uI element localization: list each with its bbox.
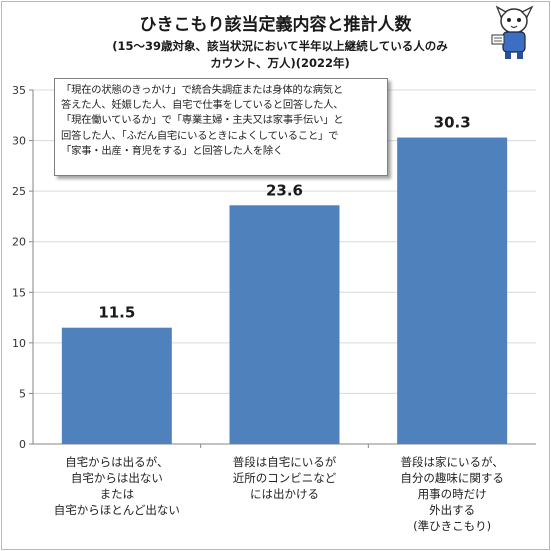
y-tick-label: 35 [12, 84, 26, 97]
x-tick-label: 普段は自宅にいるが 近所のコンビニなど には出かける [232, 455, 337, 501]
chart-subtitle: (15～39歳対象、該当状況において半年以上継続している人のみ カウント、万人)… [60, 38, 500, 72]
y-tick-label: 0 [19, 438, 26, 451]
y-tick-label: 25 [12, 185, 26, 198]
bar [61, 327, 172, 444]
y-tick-label: 15 [12, 286, 26, 299]
x-tick-label: 自宅からは出るが、 自宅からは出ない または 自宅からほとんど出ない [53, 455, 180, 517]
y-tick-label: 10 [12, 337, 26, 350]
chart-title: ひきこもり該当定義内容と推計人数 [139, 15, 412, 35]
y-tick-label: 20 [12, 236, 26, 249]
bars [61, 137, 508, 444]
data-label: 23.6 [266, 181, 303, 199]
x-tick-label: 普段は家にいるが、 自分の趣味に関する 用事の時だけ 外出する (準ひきこもり) [400, 455, 504, 533]
data-label: 11.5 [98, 304, 135, 322]
y-tick-label: 5 [19, 387, 26, 400]
mascot-icon [491, 5, 534, 59]
data-labels: 11.5 23.6 30.3 [98, 114, 470, 322]
subtitle-line-1: (15～39歳対象、該当状況において半年以上継続している人のみ [112, 39, 448, 53]
bar [229, 205, 340, 444]
y-tick-label: 30 [12, 135, 26, 148]
bar [397, 137, 508, 444]
annotation-note: 「現在の状態のきっかけ」で統合失調症または身体的な病気と 答えた人、妊娠した人、… [54, 78, 388, 176]
subtitle-line-2: カウント、万人)(2022年) [210, 56, 350, 70]
data-label: 30.3 [434, 114, 471, 132]
